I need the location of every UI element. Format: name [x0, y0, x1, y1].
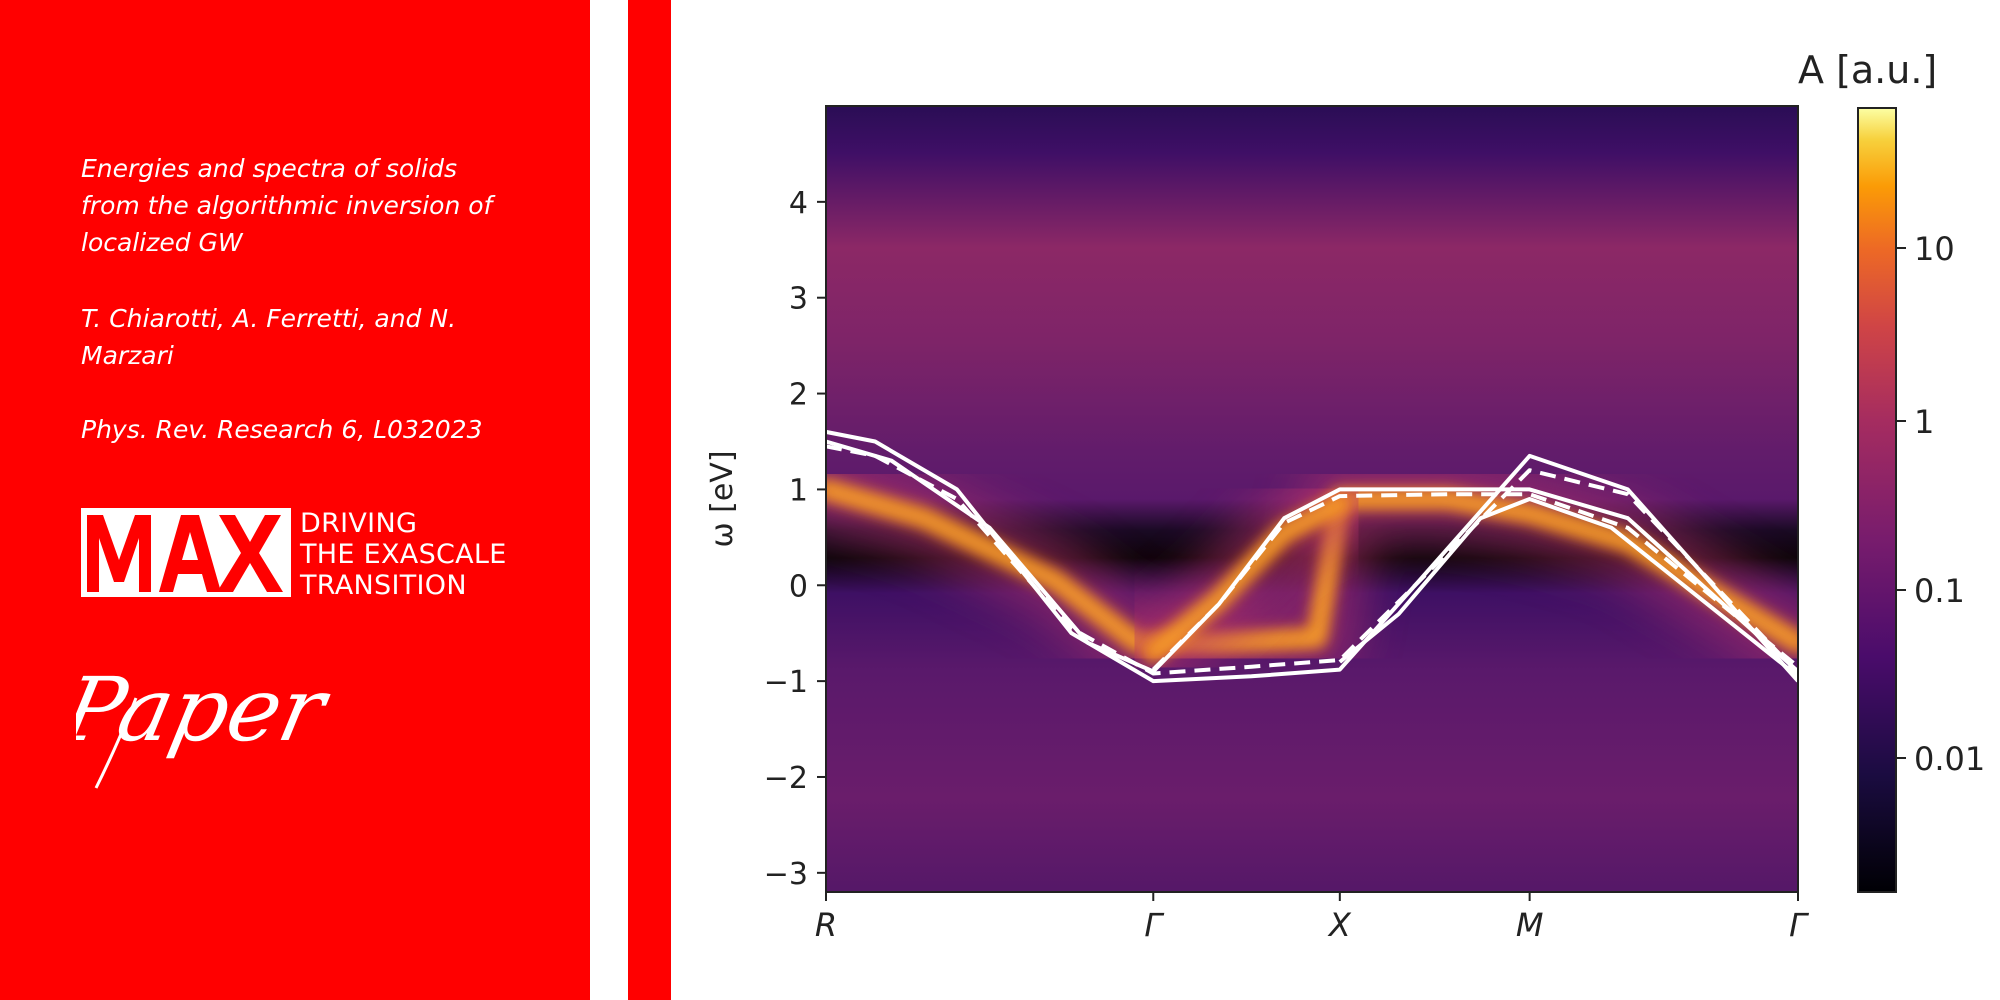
y-tick-label: 3	[789, 282, 808, 317]
colorbar-label: A [a.u.]	[1798, 48, 1937, 92]
y-tick-label: 4	[789, 186, 808, 221]
y-tick-label: 2	[789, 378, 808, 413]
tagline-line-3: TRANSITION	[300, 570, 467, 601]
band-lines-layer	[826, 429, 1798, 684]
colorbar-tick-label: 1	[1914, 403, 1934, 441]
x-tick-label: X	[1327, 906, 1352, 944]
colorbar-tick-label: 0.1	[1914, 572, 1965, 610]
spectral-core	[1150, 500, 1343, 656]
y-tick-label: −1	[764, 665, 808, 700]
y-axis: −3 −2 −1 0 1 2 3 4	[764, 186, 826, 892]
colorbar-ticks: 0.01 0.1 1 10	[1896, 230, 1985, 778]
x-tick-label: Γ	[1789, 906, 1809, 944]
colorbar	[1857, 107, 1897, 893]
y-tick-label: 0	[789, 569, 808, 604]
x-tick-label: M	[1516, 906, 1544, 944]
colorbar-tick-label: 10	[1914, 230, 1955, 268]
x-tick-label: Γ	[1144, 906, 1164, 944]
paper-script-text: Paper	[76, 658, 336, 761]
paper-authors: T. Chiarotti, A. Ferretti, and N. Marzar…	[81, 304, 457, 370]
plot-frame	[825, 105, 1799, 893]
max-logo	[81, 508, 291, 597]
band-line	[1338, 497, 1798, 678]
left-panel	[0, 0, 590, 1000]
y-tick-label: 1	[789, 473, 808, 508]
spectral-function-figure: −3 −2 −1 0 1 2 3 4 R Γ X M Γ ω [eV] 0.01 0.1 1 10 A [a…	[705, 48, 1985, 944]
paper-script-label: Paper	[76, 658, 336, 789]
tagline: DRIVING THE EXASCALE TRANSITION	[300, 508, 507, 601]
red-stripe	[628, 0, 671, 1000]
paper-journal: Phys. Rev. Research 6, L032023	[81, 415, 483, 444]
band-line	[826, 439, 1798, 674]
band-line	[826, 429, 1798, 684]
tagline-line-2: THE EXASCALE	[300, 539, 507, 570]
y-axis-label: ω [eV]	[705, 450, 740, 547]
tagline-line-1: DRIVING	[300, 508, 418, 539]
band-line-dashed	[1151, 492, 1798, 672]
paper-title: Energies and spectra of solids from the …	[81, 154, 493, 257]
y-tick-label: −2	[764, 761, 808, 796]
x-tick-label: R	[815, 906, 837, 944]
y-tick-label: −3	[764, 857, 808, 892]
colorbar-tick-label: 0.01	[1914, 740, 1985, 778]
